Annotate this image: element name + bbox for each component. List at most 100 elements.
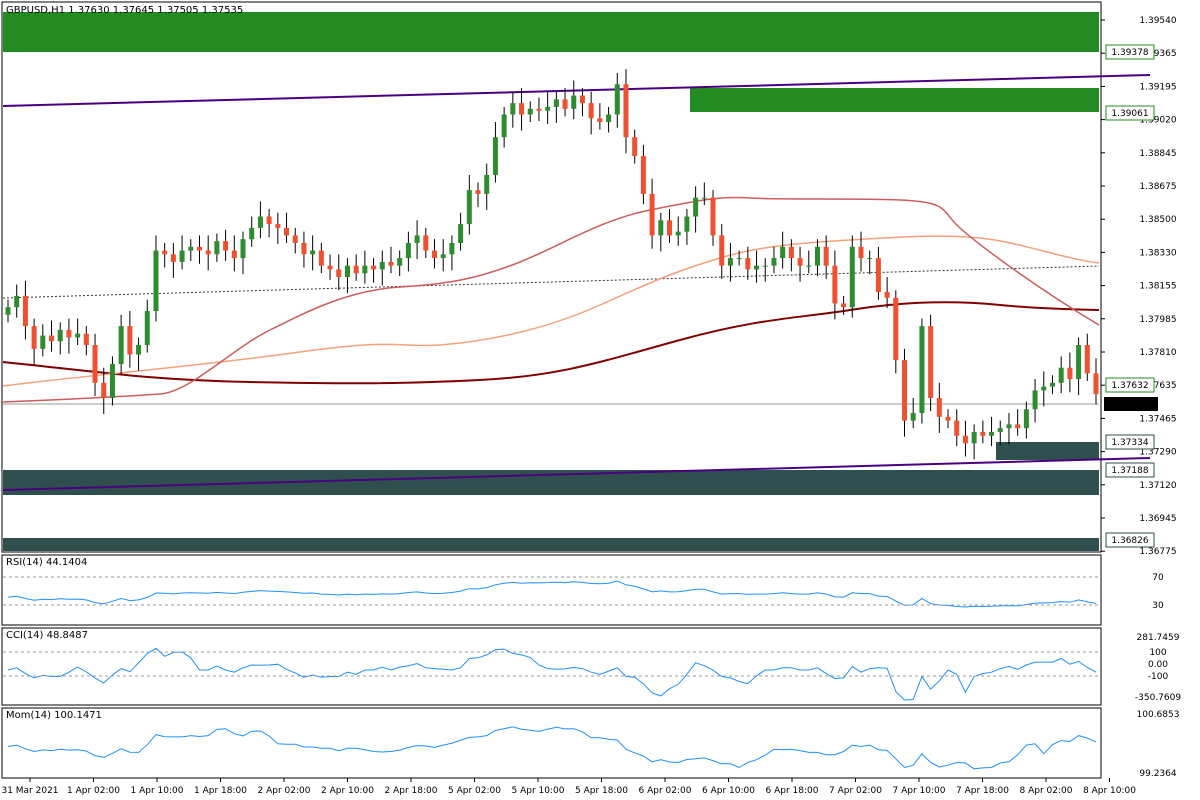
candle-body[interactable] xyxy=(49,335,55,342)
candle-body[interactable] xyxy=(588,103,594,119)
candle-body[interactable] xyxy=(797,258,803,266)
candle-body[interactable] xyxy=(710,197,716,236)
candle-body[interactable] xyxy=(536,108,542,111)
candle-body[interactable] xyxy=(153,250,159,312)
candle-body[interactable] xyxy=(414,235,420,243)
candle-body[interactable] xyxy=(1049,382,1055,387)
candle-body[interactable] xyxy=(553,99,559,107)
candle-body[interactable] xyxy=(179,250,185,262)
candle-body[interactable] xyxy=(693,197,699,217)
candle-body[interactable] xyxy=(66,329,72,338)
candle-body[interactable] xyxy=(75,333,81,338)
candle-body[interactable] xyxy=(257,216,263,228)
candle-body[interactable] xyxy=(371,265,377,270)
candle-body[interactable] xyxy=(336,269,342,277)
candle-body[interactable] xyxy=(170,254,176,262)
candle-body[interactable] xyxy=(118,326,124,364)
candle-body[interactable] xyxy=(841,303,847,308)
candle-body[interactable] xyxy=(875,258,881,293)
candle-body[interactable] xyxy=(423,235,429,251)
candle-body[interactable] xyxy=(31,326,37,349)
candle-body[interactable] xyxy=(519,103,525,115)
candle-body[interactable] xyxy=(292,235,298,243)
candle-body[interactable] xyxy=(919,326,925,414)
candle-body[interactable] xyxy=(606,114,612,123)
candle-body[interactable] xyxy=(397,258,403,266)
candle-body[interactable] xyxy=(214,241,220,255)
candle-body[interactable] xyxy=(109,363,115,398)
candle-body[interactable] xyxy=(266,216,272,225)
candle-body[interactable] xyxy=(649,193,655,236)
candle-body[interactable] xyxy=(449,242,455,255)
candle-body[interactable] xyxy=(5,307,11,315)
candle-body[interactable] xyxy=(318,250,324,266)
candle-body[interactable] xyxy=(501,114,507,138)
candle-body[interactable] xyxy=(754,265,760,270)
candle-body[interactable] xyxy=(466,190,472,225)
candle-body[interactable] xyxy=(571,95,577,109)
candle-body[interactable] xyxy=(884,292,890,298)
candle-body[interactable] xyxy=(205,250,211,255)
candle-body[interactable] xyxy=(814,246,820,266)
candle-body[interactable] xyxy=(1032,390,1038,410)
candle-body[interactable] xyxy=(545,106,551,111)
candle-body[interactable] xyxy=(614,84,620,115)
candle-body[interactable] xyxy=(527,108,533,115)
candle-body[interactable] xyxy=(196,246,202,251)
candle-body[interactable] xyxy=(431,250,437,259)
candle-body[interactable] xyxy=(223,241,229,251)
candle-body[interactable] xyxy=(249,227,255,240)
candle-body[interactable] xyxy=(771,258,777,266)
candle-body[interactable] xyxy=(240,239,246,259)
candle-body[interactable] xyxy=(902,360,908,421)
candle-body[interactable] xyxy=(1067,367,1073,380)
candle-body[interactable] xyxy=(388,261,394,266)
candle-body[interactable] xyxy=(458,224,464,243)
candle-body[interactable] xyxy=(344,265,350,277)
candle-body[interactable] xyxy=(231,250,237,259)
candle-body[interactable] xyxy=(57,329,63,342)
candle-body[interactable] xyxy=(849,246,855,308)
candle-body[interactable] xyxy=(188,246,194,251)
candle-body[interactable] xyxy=(719,235,725,266)
candle-body[interactable] xyxy=(597,118,603,123)
candle-body[interactable] xyxy=(484,174,490,194)
candle-body[interactable] xyxy=(440,254,446,259)
candle-body[interactable] xyxy=(658,220,664,236)
candle-body[interactable] xyxy=(910,413,916,421)
candle-body[interactable] xyxy=(806,265,812,267)
candle-body[interactable] xyxy=(162,250,168,255)
candle-body[interactable] xyxy=(867,258,873,260)
candle-body[interactable] xyxy=(310,250,316,255)
candle-body[interactable] xyxy=(788,246,794,259)
candle-body[interactable] xyxy=(136,345,142,355)
candle-body[interactable] xyxy=(101,382,107,398)
candle-body[interactable] xyxy=(1093,373,1099,395)
candle-body[interactable] xyxy=(144,311,150,346)
candle-body[interactable] xyxy=(780,246,786,259)
candle-body[interactable] xyxy=(362,265,368,274)
candle-body[interactable] xyxy=(727,258,733,266)
candle-body[interactable] xyxy=(510,103,516,115)
candle-body[interactable] xyxy=(701,197,707,199)
candle-body[interactable] xyxy=(962,435,968,444)
candle-body[interactable] xyxy=(823,246,829,266)
candle-body[interactable] xyxy=(989,431,995,436)
candle-body[interactable] xyxy=(301,242,307,255)
candle-body[interactable] xyxy=(405,242,411,259)
candle-body[interactable] xyxy=(632,137,638,157)
candle-body[interactable] xyxy=(640,156,646,194)
candle-body[interactable] xyxy=(579,95,585,104)
candle-body[interactable] xyxy=(562,99,568,109)
candle-body[interactable] xyxy=(971,431,977,444)
candle-body[interactable] xyxy=(684,216,690,232)
candle-body[interactable] xyxy=(275,224,281,228)
channel-lower-line[interactable] xyxy=(2,457,1151,491)
candle-body[interactable] xyxy=(667,220,673,236)
candle-body[interactable] xyxy=(475,190,481,194)
candle-body[interactable] xyxy=(1041,386,1047,391)
candle-body[interactable] xyxy=(762,265,768,267)
candle-body[interactable] xyxy=(945,416,951,421)
